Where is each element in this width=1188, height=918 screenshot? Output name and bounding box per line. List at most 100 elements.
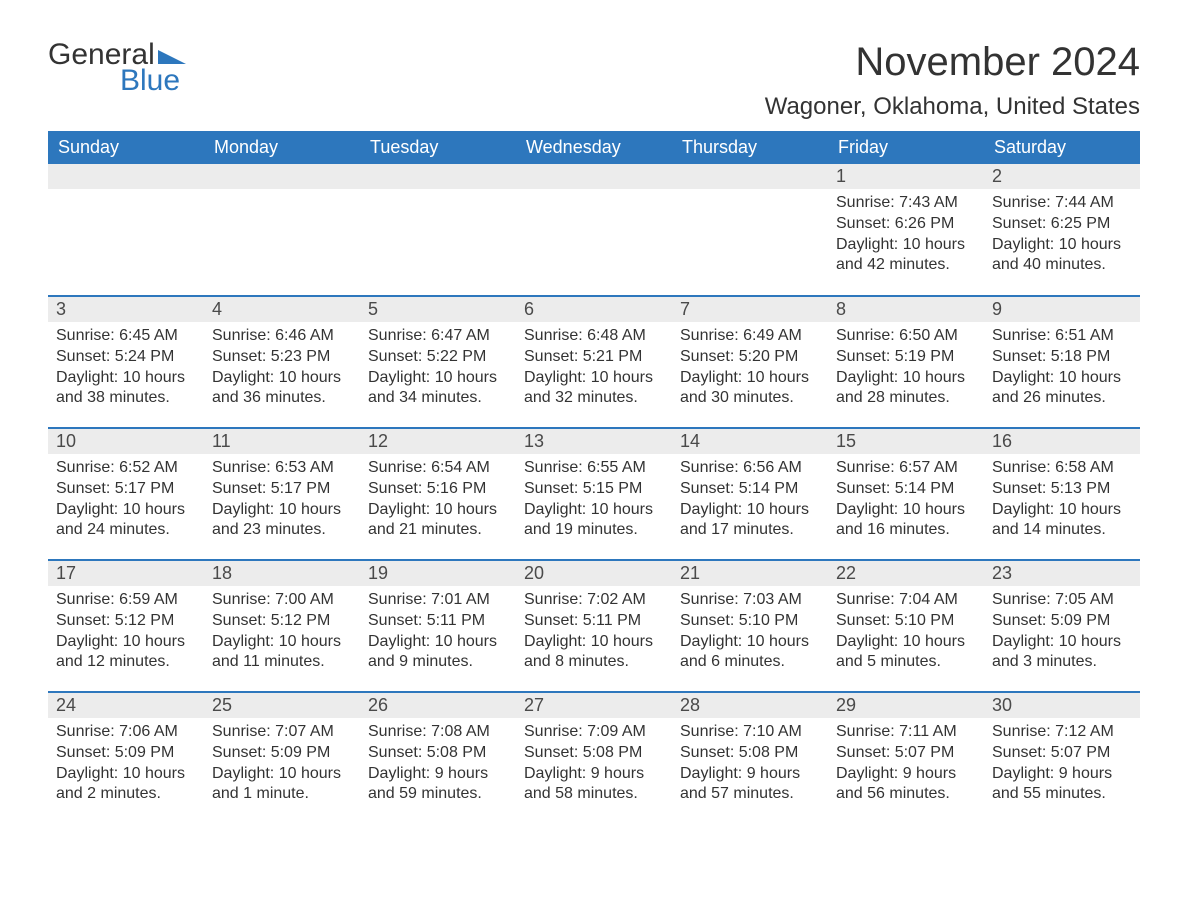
- calendar: Sunday Monday Tuesday Wednesday Thursday…: [48, 131, 1140, 824]
- day-number: 14: [672, 429, 828, 454]
- daylight: Daylight: 10 hours and 12 minutes.: [56, 632, 196, 674]
- day-number: 10: [48, 429, 204, 454]
- day-number: 20: [516, 561, 672, 586]
- day-cell: 9Sunrise: 6:51 AMSunset: 5:18 PMDaylight…: [984, 296, 1140, 428]
- sunset: Sunset: 5:09 PM: [56, 743, 196, 764]
- day-number: 18: [204, 561, 360, 586]
- sunset: Sunset: 5:19 PM: [836, 347, 976, 368]
- day-body: Sunrise: 7:11 AMSunset: 5:07 PMDaylight:…: [828, 718, 984, 813]
- day-cell: 26Sunrise: 7:08 AMSunset: 5:08 PMDayligh…: [360, 692, 516, 824]
- sunrise: Sunrise: 7:10 AM: [680, 722, 820, 743]
- sunset: Sunset: 5:13 PM: [992, 479, 1132, 500]
- day-cell: 23Sunrise: 7:05 AMSunset: 5:09 PMDayligh…: [984, 560, 1140, 692]
- day-body: Sunrise: 6:59 AMSunset: 5:12 PMDaylight:…: [48, 586, 204, 681]
- sunset: Sunset: 5:07 PM: [836, 743, 976, 764]
- weekday-header: Monday: [204, 131, 360, 164]
- sunrise: Sunrise: 7:01 AM: [368, 590, 508, 611]
- daylight: Daylight: 10 hours and 42 minutes.: [836, 235, 976, 277]
- day-number: 7: [672, 297, 828, 322]
- logo-word2: Blue: [120, 66, 186, 96]
- day-number: [672, 164, 828, 189]
- sunrise: Sunrise: 6:55 AM: [524, 458, 664, 479]
- day-body: [204, 189, 360, 201]
- sunrise: Sunrise: 7:08 AM: [368, 722, 508, 743]
- sunrise: Sunrise: 6:56 AM: [680, 458, 820, 479]
- day-body: Sunrise: 7:02 AMSunset: 5:11 PMDaylight:…: [516, 586, 672, 681]
- day-number: [516, 164, 672, 189]
- day-cell: 30Sunrise: 7:12 AMSunset: 5:07 PMDayligh…: [984, 692, 1140, 824]
- weekday-header: Sunday: [48, 131, 204, 164]
- sunset: Sunset: 5:07 PM: [992, 743, 1132, 764]
- daylight: Daylight: 10 hours and 28 minutes.: [836, 368, 976, 410]
- sunrise: Sunrise: 6:50 AM: [836, 326, 976, 347]
- day-body: Sunrise: 6:54 AMSunset: 5:16 PMDaylight:…: [360, 454, 516, 549]
- day-body: Sunrise: 6:56 AMSunset: 5:14 PMDaylight:…: [672, 454, 828, 549]
- week-row: 24Sunrise: 7:06 AMSunset: 5:09 PMDayligh…: [48, 692, 1140, 824]
- day-number: 25: [204, 693, 360, 718]
- sunset: Sunset: 5:24 PM: [56, 347, 196, 368]
- daylight: Daylight: 9 hours and 59 minutes.: [368, 764, 508, 806]
- day-cell: 12Sunrise: 6:54 AMSunset: 5:16 PMDayligh…: [360, 428, 516, 560]
- day-cell: 19Sunrise: 7:01 AMSunset: 5:11 PMDayligh…: [360, 560, 516, 692]
- day-body: Sunrise: 7:05 AMSunset: 5:09 PMDaylight:…: [984, 586, 1140, 681]
- day-number: 21: [672, 561, 828, 586]
- day-number: 24: [48, 693, 204, 718]
- header: General Blue November 2024 Wagoner, Okla…: [48, 40, 1140, 121]
- weekday-header: Friday: [828, 131, 984, 164]
- day-body: Sunrise: 6:47 AMSunset: 5:22 PMDaylight:…: [360, 322, 516, 417]
- sunrise: Sunrise: 7:05 AM: [992, 590, 1132, 611]
- day-cell: 24 Sunrise: 7:06 AMSunset: 5:09 PMDayligh…: [48, 692, 204, 824]
- sunset: Sunset: 5:14 PM: [680, 479, 820, 500]
- weekday-header: Thursday: [672, 131, 828, 164]
- day-number: 15: [828, 429, 984, 454]
- daylight: Daylight: 10 hours and 24 minutes.: [56, 500, 196, 542]
- sunrise: Sunrise: 7:06 AM: [56, 722, 196, 743]
- daylight: Daylight: 10 hours and 38 minutes.: [56, 368, 196, 410]
- day-cell: 21Sunrise: 7:03 AMSunset: 5:10 PMDayligh…: [672, 560, 828, 692]
- sunset: Sunset: 5:23 PM: [212, 347, 352, 368]
- sunrise: Sunrise: 6:51 AM: [992, 326, 1132, 347]
- sunrise: Sunrise: 6:53 AM: [212, 458, 352, 479]
- day-number: 1: [828, 164, 984, 189]
- day-cell: 27Sunrise: 7:09 AMSunset: 5:08 PMDayligh…: [516, 692, 672, 824]
- sunset: Sunset: 5:15 PM: [524, 479, 664, 500]
- sunset: Sunset: 5:22 PM: [368, 347, 508, 368]
- month-title: November 2024: [765, 40, 1140, 85]
- day-number: 26: [360, 693, 516, 718]
- daylight: Daylight: 10 hours and 16 minutes.: [836, 500, 976, 542]
- day-cell: 14Sunrise: 6:56 AMSunset: 5:14 PMDayligh…: [672, 428, 828, 560]
- day-body: [48, 189, 204, 201]
- day-cell: 15Sunrise: 6:57 AMSunset: 5:14 PMDayligh…: [828, 428, 984, 560]
- day-number: 16: [984, 429, 1140, 454]
- sunrise: Sunrise: 7:12 AM: [992, 722, 1132, 743]
- day-body: Sunrise: 6:51 AMSunset: 5:18 PMDaylight:…: [984, 322, 1140, 417]
- sunrise: Sunrise: 6:52 AM: [56, 458, 196, 479]
- sunset: Sunset: 5:10 PM: [680, 611, 820, 632]
- day-body: Sunrise: 6:53 AMSunset: 5:17 PMDaylight:…: [204, 454, 360, 549]
- day-number: 2: [984, 164, 1140, 189]
- sunrise: Sunrise: 7:43 AM: [836, 193, 976, 214]
- sunrise: Sunrise: 7:04 AM: [836, 590, 976, 611]
- day-cell: [516, 164, 672, 296]
- daylight: Daylight: 10 hours and 2 minutes.: [56, 764, 196, 806]
- sunset: Sunset: 5:12 PM: [212, 611, 352, 632]
- daylight: Daylight: 10 hours and 17 minutes.: [680, 500, 820, 542]
- weekday-header: Wednesday: [516, 131, 672, 164]
- daylight: Daylight: 9 hours and 55 minutes.: [992, 764, 1132, 806]
- day-cell: 2Sunrise: 7:44 AMSunset: 6:25 PMDaylight…: [984, 164, 1140, 296]
- day-number: 6: [516, 297, 672, 322]
- sunrise: Sunrise: 7:07 AM: [212, 722, 352, 743]
- day-number: 12: [360, 429, 516, 454]
- day-cell: [204, 164, 360, 296]
- daylight: Daylight: 10 hours and 9 minutes.: [368, 632, 508, 674]
- weekday-header: Tuesday: [360, 131, 516, 164]
- day-cell: 4Sunrise: 6:46 AMSunset: 5:23 PMDaylight…: [204, 296, 360, 428]
- day-body: Sunrise: 7:44 AMSunset: 6:25 PMDaylight:…: [984, 189, 1140, 284]
- sunset: Sunset: 5:21 PM: [524, 347, 664, 368]
- day-cell: 28Sunrise: 7:10 AMSunset: 5:08 PMDayligh…: [672, 692, 828, 824]
- sunset: Sunset: 5:16 PM: [368, 479, 508, 500]
- day-cell: 22Sunrise: 7:04 AMSunset: 5:10 PMDayligh…: [828, 560, 984, 692]
- day-body: Sunrise: 7:01 AMSunset: 5:11 PMDaylight:…: [360, 586, 516, 681]
- title-block: November 2024 Wagoner, Oklahoma, United …: [765, 40, 1140, 121]
- sunrise: Sunrise: 7:11 AM: [836, 722, 976, 743]
